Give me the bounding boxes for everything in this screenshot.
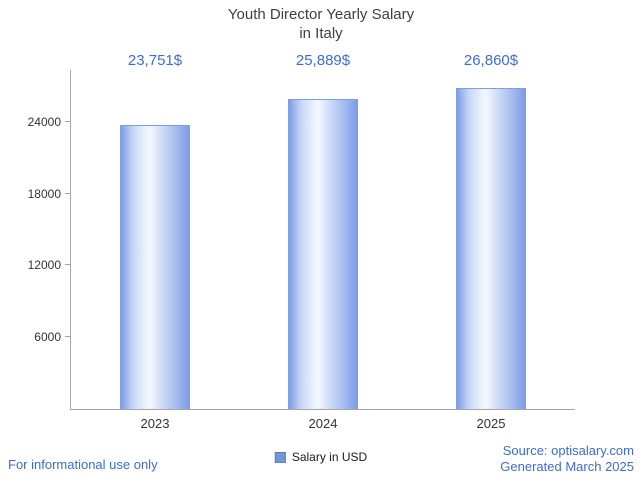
legend-marker-icon — [274, 451, 286, 463]
y-axis-tick-label: 18000 — [27, 186, 61, 201]
bar — [288, 99, 358, 409]
y-axis-tick-mark — [65, 264, 71, 266]
y-axis-tick-label: 6000 — [34, 330, 61, 345]
x-axis-label: 2025 — [476, 416, 506, 431]
bar-value-label: 26,860$ — [463, 52, 519, 69]
legend-label: Salary in USD — [291, 450, 368, 464]
bar-value-label: 23,751$ — [127, 52, 183, 69]
footer-source-line: Source: optisalary.com — [502, 443, 634, 458]
footer-generated-line: Generated March 2025 — [500, 459, 634, 474]
footer-source: Source: optisalary.com Generated March 2… — [500, 443, 634, 475]
chart-title-line1: Youth Director Yearly Salary — [227, 6, 415, 23]
bar — [120, 124, 190, 409]
y-axis-tick-mark — [65, 192, 71, 194]
chart-title-line2: in Italy — [299, 25, 343, 42]
footer-disclaimer: For informational use only — [8, 457, 158, 472]
legend: Salary in USD — [274, 450, 368, 464]
chart-title: Youth Director Yearly Salary in Italy — [0, 5, 642, 43]
y-axis-tick-mark — [65, 120, 71, 122]
x-axis-label: 2024 — [308, 416, 338, 431]
plot-area: 6000 12000 18000 24000 23,751$ 2023 25,889$ 202… — [28, 52, 575, 431]
bar-value-label: 25,889$ — [295, 52, 351, 69]
y-axis-tick-label: 24000 — [27, 114, 61, 129]
y-axis-tick-mark — [65, 336, 71, 338]
y-axis-tick-label: 12000 — [27, 258, 61, 273]
x-axis-label: 2023 — [140, 416, 170, 431]
bar — [456, 87, 526, 409]
